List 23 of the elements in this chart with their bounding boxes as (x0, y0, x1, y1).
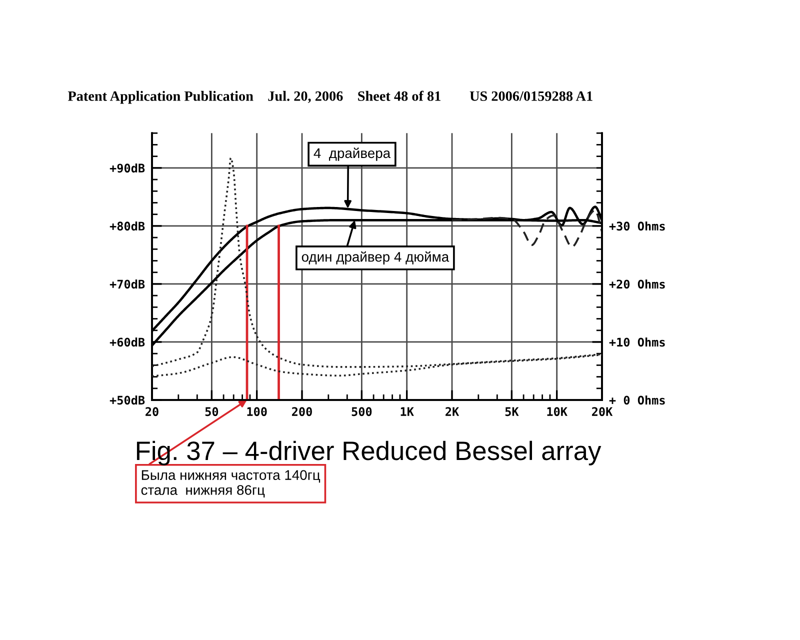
y-tick-label: +50dB (110, 396, 145, 405)
x-tick-label: 5K (505, 407, 519, 416)
y-tick-label: +70dB (110, 279, 145, 289)
y-tick-label: +60dB (110, 337, 145, 347)
x-tick-label: 10K (547, 407, 568, 416)
x-tick-label: 200 (292, 407, 312, 416)
annotation: один драйвер 4 дюйма (302, 251, 450, 265)
chart-title: Patent Application Publication Jul. 20, 2006 Sheet 48 of 81 US 2006/0159288 A1 (68, 90, 592, 104)
annotation: 4 драйвера (314, 148, 391, 161)
x-tick-label: 20K (592, 407, 613, 416)
y2-tick-label: + 0 Ohms (609, 396, 665, 405)
y2-tick-label: +20 Ohms (609, 279, 665, 289)
y2-tick-label: +10 Ohms (609, 337, 665, 347)
x-tick-label: 50 (205, 407, 218, 416)
x-tick-label: 100 (247, 407, 267, 416)
annotation: Была нижняя частота 140гц стала нижняя 86гц (141, 470, 320, 498)
x-tick-label: 20 (146, 407, 158, 416)
x-tick-label: 2K (446, 407, 460, 416)
y-tick-label: +80dB (110, 221, 145, 231)
y2-tick-label: +30 Ohms (609, 221, 665, 231)
y-tick-label: +90dB (110, 163, 145, 173)
x-tick-label: 1K (400, 407, 414, 416)
x-tick-label: 500 (352, 407, 372, 416)
